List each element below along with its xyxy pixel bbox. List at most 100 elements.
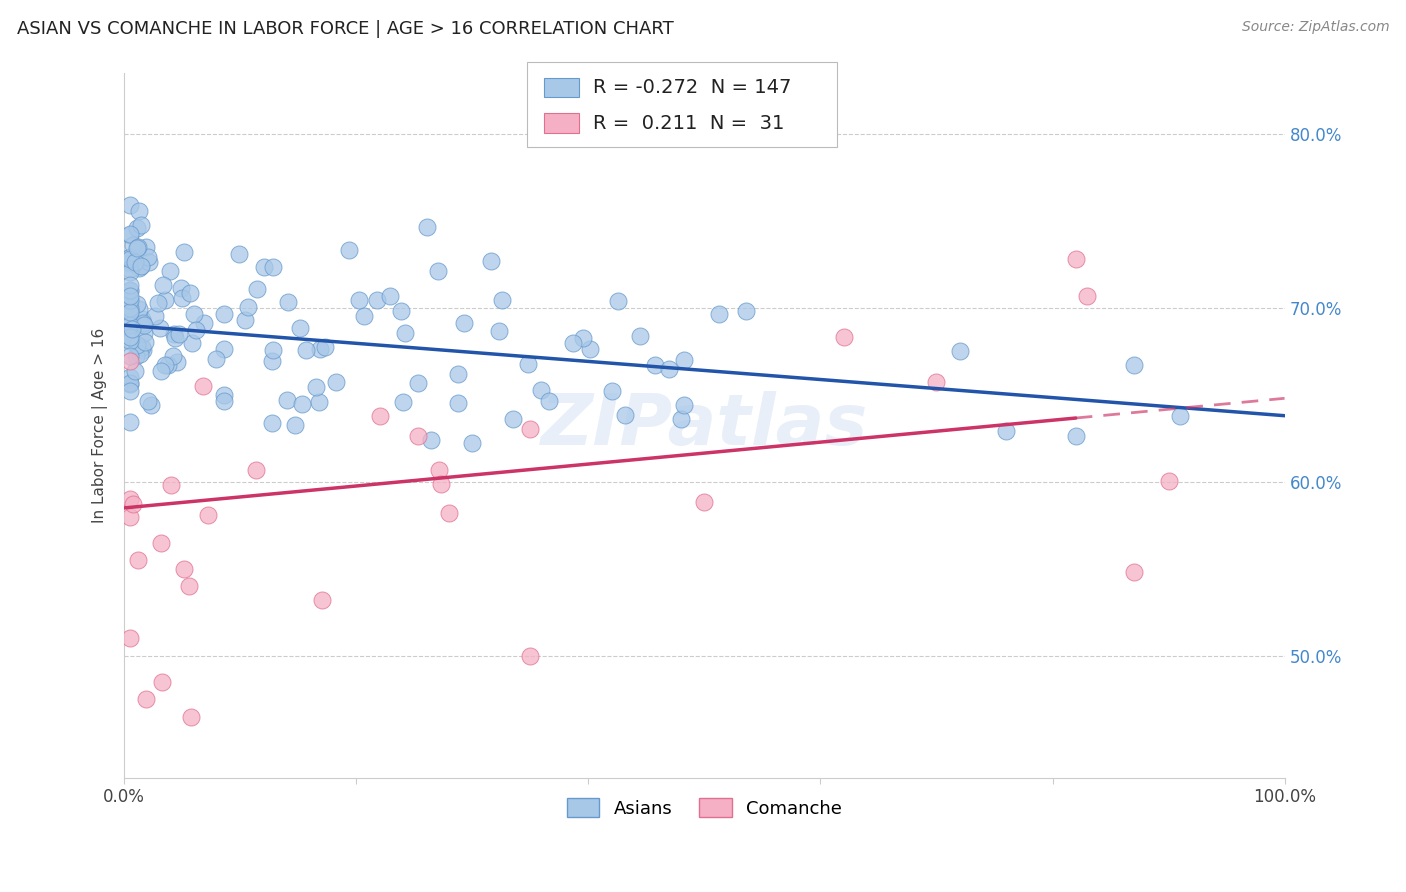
Point (366, 293, 388, 307)
Point (120, 333, 142, 347)
Point (214, 307, 236, 321)
Point (427, 463, 450, 477)
Point (606, 294, 628, 309)
Point (120, 384, 142, 398)
Point (125, 220, 148, 235)
Point (163, 327, 186, 342)
Legend: Asians, Comanche: Asians, Comanche (560, 790, 849, 825)
Text: ASIAN VS COMANCHE IN LABOR FORCE | AGE > 16 CORRELATION CHART: ASIAN VS COMANCHE IN LABOR FORCE | AGE >… (17, 20, 673, 37)
Point (120, 293, 142, 307)
Point (124, 364, 146, 378)
Point (120, 631, 142, 645)
Point (120, 305, 142, 319)
Point (1122, 566, 1144, 580)
Point (120, 334, 142, 348)
Point (177, 579, 200, 593)
Point (572, 331, 595, 345)
Point (314, 340, 336, 354)
Point (120, 318, 142, 332)
Text: Source: ZipAtlas.com: Source: ZipAtlas.com (1241, 20, 1389, 34)
Point (394, 326, 416, 340)
Point (150, 674, 173, 689)
Point (481, 254, 503, 268)
Point (125, 241, 148, 255)
Point (644, 358, 666, 372)
Point (378, 289, 401, 303)
Point (502, 411, 524, 425)
Point (120, 349, 142, 363)
Point (392, 395, 415, 409)
Point (183, 307, 205, 321)
Point (419, 433, 441, 447)
Point (672, 398, 695, 412)
Point (519, 648, 541, 663)
Point (166, 355, 188, 369)
Point (260, 354, 283, 368)
Point (437, 506, 460, 520)
Point (167, 327, 190, 342)
Point (120, 283, 142, 297)
Point (128, 203, 150, 218)
Point (173, 562, 195, 576)
Point (295, 343, 318, 358)
Point (191, 379, 214, 393)
Point (149, 320, 172, 334)
Point (120, 251, 142, 265)
Point (284, 418, 307, 433)
Point (129, 260, 152, 274)
Point (125, 350, 148, 364)
Point (120, 353, 142, 368)
Point (672, 353, 695, 368)
Point (150, 535, 173, 549)
Text: R = -0.272  N = 147: R = -0.272 N = 147 (593, 78, 792, 97)
Point (134, 318, 156, 333)
Point (517, 357, 540, 371)
Point (173, 244, 195, 259)
Point (120, 376, 142, 391)
Point (1157, 474, 1180, 488)
Text: ZIPatlas: ZIPatlas (541, 391, 868, 459)
Point (131, 340, 153, 354)
Point (353, 310, 375, 324)
Point (131, 218, 153, 232)
Point (163, 330, 186, 344)
Point (131, 317, 153, 331)
Point (277, 294, 299, 309)
Point (120, 262, 142, 277)
Point (488, 324, 510, 338)
Point (658, 361, 681, 376)
Point (447, 367, 470, 381)
Point (139, 398, 162, 412)
Point (461, 436, 484, 450)
Point (179, 286, 201, 301)
Point (120, 415, 142, 429)
Point (127, 297, 149, 311)
Point (152, 278, 174, 293)
Point (368, 409, 391, 424)
Point (120, 330, 142, 344)
Point (120, 228, 142, 243)
Point (1076, 289, 1098, 303)
Point (135, 692, 157, 706)
Point (427, 264, 450, 278)
Point (416, 219, 439, 234)
Point (693, 495, 716, 509)
Point (127, 338, 149, 352)
Point (129, 259, 152, 273)
Point (562, 335, 585, 350)
Point (146, 296, 169, 310)
Point (276, 393, 298, 408)
Point (120, 284, 142, 298)
Point (245, 463, 267, 477)
Point (120, 256, 142, 270)
Point (136, 250, 159, 264)
Point (1122, 358, 1144, 372)
Point (128, 347, 150, 361)
Point (204, 352, 226, 367)
Point (121, 322, 143, 336)
Point (537, 394, 560, 409)
Point (122, 497, 145, 511)
Point (120, 198, 142, 212)
Point (120, 250, 142, 264)
Point (124, 255, 146, 269)
